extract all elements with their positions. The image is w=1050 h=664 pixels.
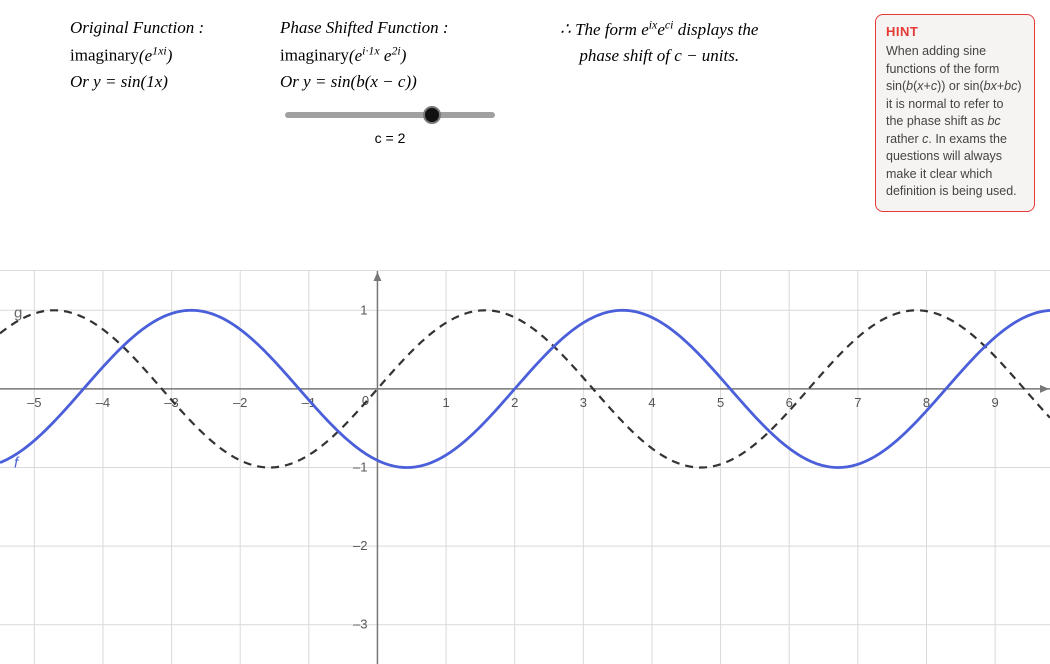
slider-track[interactable]	[285, 112, 495, 118]
chart-area: –5–4–3–2–10123456789–3–2–11gf	[0, 270, 1050, 663]
svg-text:g: g	[14, 304, 22, 321]
sine-chart: –5–4–3–2–10123456789–3–2–11gf	[0, 271, 1050, 664]
svg-text:–5: –5	[27, 395, 41, 410]
slider-thumb[interactable]	[423, 106, 441, 124]
svg-text:2: 2	[511, 395, 518, 410]
hint-body: When adding sine functions of the form s…	[886, 43, 1024, 201]
svg-text:4: 4	[648, 395, 655, 410]
hint-box: HINT When adding sine functions of the f…	[875, 14, 1035, 212]
svg-text:7: 7	[854, 395, 861, 410]
shifted-title: Phase Shifted Function :	[280, 15, 449, 41]
shifted-function-block: Phase Shifted Function : imaginary(ei·1x…	[280, 15, 449, 96]
original-line3: Or y = sin(1x)	[70, 69, 204, 95]
slider-label: c = 2	[285, 130, 495, 146]
hint-title: HINT	[886, 23, 1024, 41]
svg-text:–3: –3	[164, 395, 178, 410]
shifted-line2: imaginary(ei·1x e2i)	[280, 41, 449, 69]
svg-text:–2: –2	[233, 395, 247, 410]
svg-text:–1: –1	[353, 460, 367, 475]
original-line2: imaginary(e1xi)	[70, 41, 204, 69]
conclusion-line2: phase shift of c − units.	[560, 43, 758, 69]
c-slider[interactable]: c = 2	[285, 112, 495, 146]
svg-text:–2: –2	[353, 538, 367, 553]
original-title: Original Function :	[70, 15, 204, 41]
svg-text:1: 1	[442, 395, 449, 410]
svg-text:9: 9	[991, 395, 998, 410]
svg-text:5: 5	[717, 395, 724, 410]
original-function-block: Original Function : imaginary(e1xi) Or y…	[70, 15, 204, 96]
header-region: Original Function : imaginary(e1xi) Or y…	[0, 0, 1050, 270]
svg-text:–4: –4	[96, 395, 110, 410]
shifted-line3: Or y = sin(b(x − c))	[280, 69, 449, 95]
conclusion-block: ∴ The form eixeci displays the phase shi…	[560, 15, 758, 69]
svg-text:1: 1	[360, 302, 367, 317]
conclusion-line1: ∴ The form eixeci displays the	[560, 15, 758, 43]
svg-text:–3: –3	[353, 617, 367, 632]
svg-text:3: 3	[580, 395, 587, 410]
